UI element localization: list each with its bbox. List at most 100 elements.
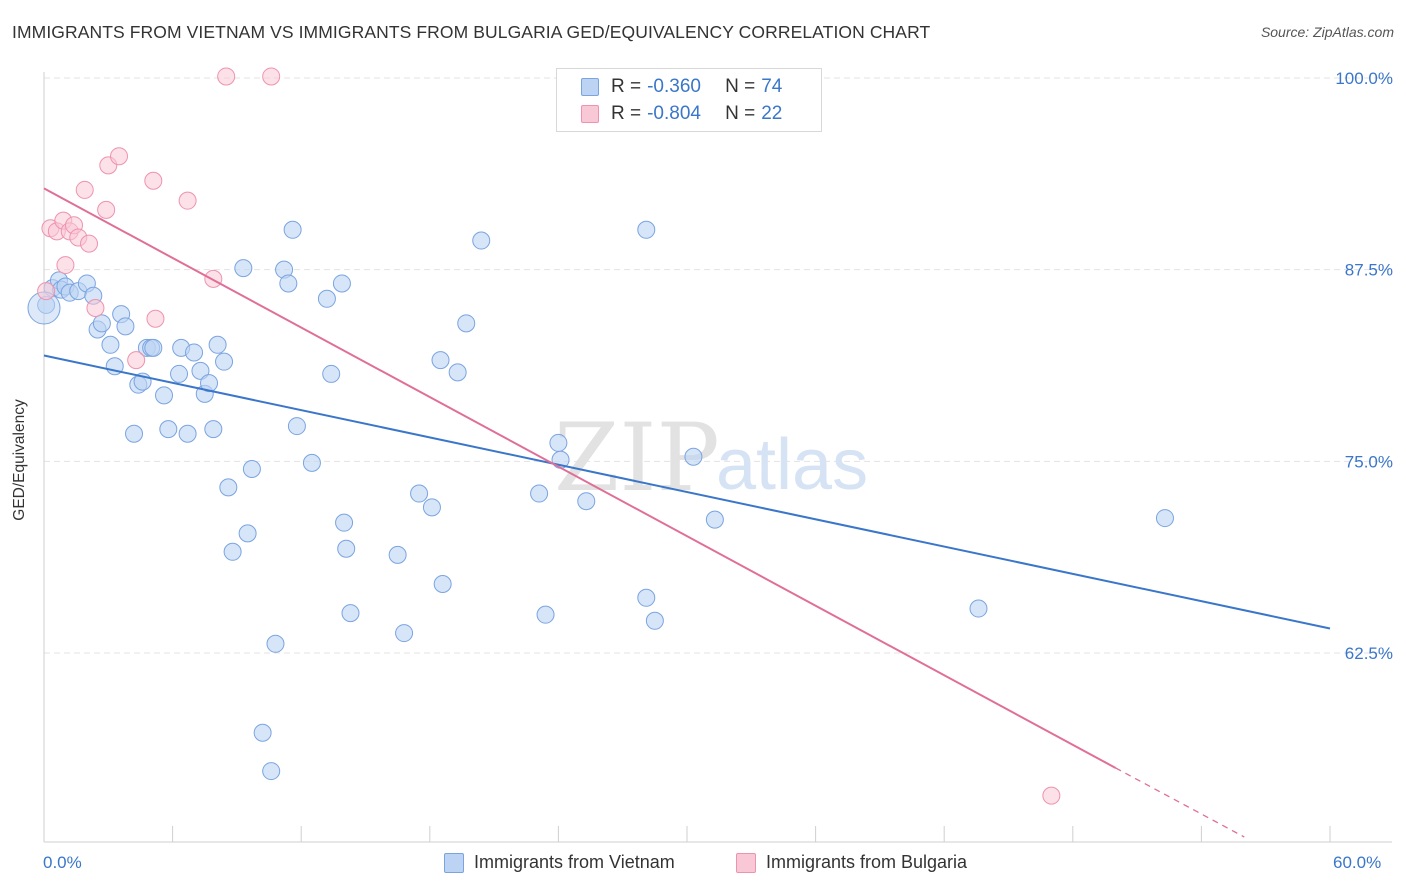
- vietnam-point: [448, 363, 467, 382]
- vietnam-point: [302, 453, 321, 472]
- vietnam-point: [388, 545, 407, 564]
- legend-r-label: R =: [611, 103, 642, 124]
- legend-r-label: R =: [611, 76, 642, 97]
- legend-row-bulgaria: R = -0.804 N = 22: [581, 102, 782, 126]
- bulgaria-point: [262, 67, 281, 86]
- vietnam-point: [178, 424, 197, 443]
- vietnam-point: [577, 492, 596, 511]
- legend-n-value: 74: [761, 76, 783, 97]
- vietnam-point: [155, 386, 174, 405]
- bulgaria-point: [97, 200, 116, 219]
- legend-n-label: N =: [725, 103, 756, 124]
- bulgaria-point: [80, 234, 99, 253]
- bulgaria-point: [56, 256, 75, 275]
- axes: [43, 72, 1392, 843]
- source-note: Source: ZipAtlas.com: [1260, 24, 1394, 40]
- vietnam-point: [262, 762, 281, 781]
- legend-item-vietnam: Immigrants from Vietnam: [444, 852, 675, 873]
- vietnam-point: [684, 447, 703, 466]
- vietnam-point: [549, 433, 568, 452]
- bulgaria-point: [86, 299, 105, 317]
- vietnam-point: [530, 484, 549, 503]
- bulgaria-point: [110, 147, 129, 166]
- vietnam-point: [431, 351, 450, 370]
- vietnam-point: [101, 335, 120, 354]
- vietnam-point: [457, 314, 476, 333]
- vietnam-point: [337, 539, 356, 558]
- vietnam-point: [422, 498, 441, 517]
- vietnam-point: [200, 374, 219, 393]
- y-tick-label: 75.0%: [1345, 452, 1393, 471]
- legend-swatch-blue: [444, 852, 464, 873]
- legend-item-bulgaria: Immigrants from Bulgaria: [736, 852, 967, 873]
- legend-swatch-pink: [581, 105, 599, 123]
- vietnam-point: [223, 542, 242, 561]
- vietnam-point: [410, 484, 429, 503]
- x-tick-label-max: 60.0%: [1333, 853, 1382, 872]
- x-tick-label-min: 0.0%: [43, 853, 82, 872]
- series-vietnam: [27, 220, 1174, 781]
- watermark-atlas: atlas: [716, 425, 868, 505]
- vietnam-point: [191, 361, 210, 380]
- grid-lines: [44, 77, 1392, 654]
- vietnam-point: [395, 624, 414, 643]
- vietnam-point: [242, 460, 261, 478]
- vietnam-point: [335, 513, 354, 532]
- trend-line-vietnam: [43, 354, 1331, 630]
- vietnam-point: [170, 364, 189, 383]
- bulgaria-point: [37, 282, 56, 301]
- legend-n-value: 22: [761, 103, 783, 124]
- bulgaria-point: [75, 180, 94, 199]
- legend-n-label: N =: [725, 76, 756, 97]
- trend-line-bulgaria-extension: [1115, 767, 1245, 838]
- vietnam-point: [536, 605, 555, 624]
- vietnam-point: [637, 220, 656, 239]
- y-tick-labels: 62.5% 75.0% 87.5% 100.0%: [1335, 69, 1393, 663]
- legend-r-value: -0.360: [647, 76, 701, 97]
- legend-r-value: -0.804: [647, 103, 701, 124]
- vietnam-point: [125, 424, 144, 443]
- vietnam-point: [159, 420, 178, 439]
- vietnam-point: [322, 364, 341, 383]
- bulgaria-point: [217, 67, 236, 86]
- vietnam-point: [433, 575, 452, 593]
- vietnam-point: [92, 314, 111, 333]
- legend-row-vietnam: R = -0.360 N = 74: [581, 75, 782, 99]
- y-tick-label: 100.0%: [1335, 69, 1393, 88]
- vietnam-point: [208, 335, 227, 354]
- vietnam-point: [116, 317, 135, 336]
- bulgaria-point: [127, 351, 146, 370]
- legend-swatch-blue: [581, 78, 599, 96]
- vietnam-point: [279, 274, 298, 293]
- series-legend: Immigrants from Vietnam Immigrants from …: [0, 852, 1406, 876]
- trend-line-bulgaria: [43, 187, 1117, 769]
- y-axis-label: GED/Equivalency: [11, 399, 28, 521]
- vietnam-point: [472, 231, 491, 250]
- vietnam-point: [234, 259, 253, 278]
- bulgaria-point: [1042, 786, 1061, 805]
- vietnam-point: [283, 220, 302, 239]
- vietnam-point: [341, 604, 360, 623]
- trend-lines: [43, 187, 1331, 838]
- correlation-legend: R = -0.360 N = 74 R = -0.804 N = 22: [556, 68, 822, 132]
- legend-item-label: Immigrants from Bulgaria: [766, 852, 968, 872]
- vietnam-point: [215, 352, 234, 371]
- legend-swatch-pink: [736, 852, 756, 873]
- vietnam-point: [287, 417, 306, 436]
- vietnam-point: [969, 599, 988, 618]
- legend-item-label: Immigrants from Vietnam: [474, 852, 675, 872]
- vietnam-point: [1155, 509, 1174, 528]
- vietnam-point: [204, 420, 223, 439]
- vietnam-point: [332, 274, 351, 293]
- vietnam-point: [266, 634, 285, 653]
- vietnam-point: [219, 478, 238, 497]
- y-tick-label: 62.5%: [1345, 644, 1393, 663]
- vietnam-point: [238, 524, 257, 543]
- bulgaria-point: [178, 191, 197, 210]
- vietnam-point: [317, 289, 336, 308]
- chart-title: IMMIGRANTS FROM VIETNAM VS IMMIGRANTS FR…: [12, 22, 931, 42]
- vietnam-point: [705, 510, 724, 529]
- vietnam-point: [253, 723, 272, 742]
- vietnam-point: [645, 611, 664, 630]
